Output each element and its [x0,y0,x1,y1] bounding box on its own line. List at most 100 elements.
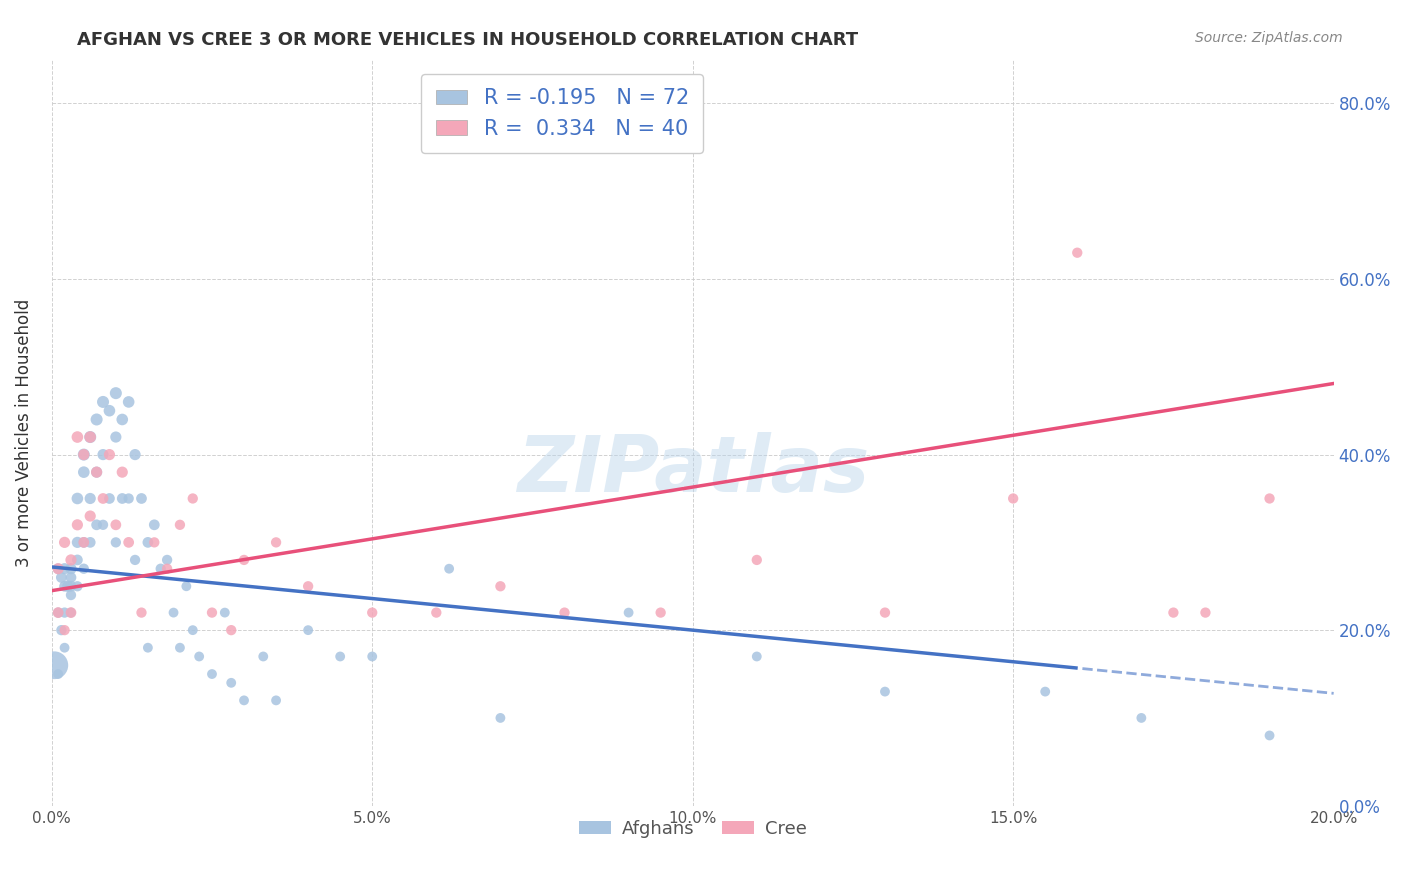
Point [156,562,179,576]
Point [650,606,672,620]
Point [297,579,319,593]
Text: AFGHAN VS CREE 3 OR MORE VEHICLES IN HOUSEHOLD CORRELATION CHART: AFGHAN VS CREE 3 OR MORE VEHICLES IN HOU… [77,31,859,49]
Point [104,386,127,401]
Text: Source: ZipAtlas.com: Source: ZipAtlas.com [1195,31,1343,45]
Point [73,535,96,549]
Point [181,491,204,506]
Point [201,667,224,681]
Point [79,509,101,524]
Point [219,623,242,637]
Point [162,606,184,620]
Point [53,623,76,637]
Point [59,606,82,620]
Point [252,649,274,664]
Point [131,491,153,506]
Point [46,667,69,681]
Point [873,606,896,620]
Point [118,535,141,549]
Point [136,640,159,655]
Point [361,649,384,664]
Point [131,606,153,620]
Point [86,465,108,479]
Point [329,649,352,664]
Point [1163,606,1185,620]
Point [53,640,76,655]
Point [1130,711,1153,725]
Point [143,535,166,549]
Point [59,562,82,576]
Point [79,430,101,444]
Point [104,535,127,549]
Point [66,553,89,567]
Legend: Afghans, Cree: Afghans, Cree [571,813,814,846]
Point [46,562,69,576]
Point [617,606,640,620]
Point [118,395,141,409]
Point [297,623,319,637]
Point [53,606,76,620]
Point [66,430,89,444]
Point [214,606,236,620]
Point [91,517,114,532]
Point [489,711,512,725]
Point [66,491,89,506]
Point [73,448,96,462]
Point [59,570,82,584]
Point [745,649,768,664]
Point [73,448,96,462]
Point [489,579,512,593]
Point [86,517,108,532]
Point [873,684,896,698]
Point [124,448,146,462]
Point [437,562,460,576]
Point [56,579,79,593]
Point [233,553,256,567]
Point [264,693,287,707]
Y-axis label: 3 or more Vehicles in Household: 3 or more Vehicles in Household [15,299,32,566]
Point [44,658,66,673]
Point [98,403,121,417]
Point [46,606,69,620]
Point [118,491,141,506]
Point [169,517,191,532]
Point [53,562,76,576]
Point [98,491,121,506]
Point [104,517,127,532]
Point [53,579,76,593]
Point [53,535,76,549]
Point [149,562,172,576]
Point [73,562,96,576]
Point [1258,491,1281,506]
Point [79,430,101,444]
Point [143,517,166,532]
Point [46,606,69,620]
Point [219,675,242,690]
Point [59,579,82,593]
Point [425,606,447,620]
Point [111,412,134,426]
Point [233,693,256,707]
Point [111,491,134,506]
Point [51,623,73,637]
Point [169,640,191,655]
Point [91,448,114,462]
Point [136,535,159,549]
Point [91,491,114,506]
Text: ZIPatlas: ZIPatlas [516,432,869,508]
Point [1033,684,1056,698]
Point [79,535,101,549]
Point [73,465,96,479]
Point [104,430,127,444]
Point [98,448,121,462]
Point [1002,491,1025,506]
Point [181,623,204,637]
Point [66,579,89,593]
Point [188,649,211,664]
Point [66,517,89,532]
Point [1066,245,1088,260]
Point [66,535,89,549]
Point [201,606,224,620]
Point [91,395,114,409]
Point [156,553,179,567]
Point [264,535,287,549]
